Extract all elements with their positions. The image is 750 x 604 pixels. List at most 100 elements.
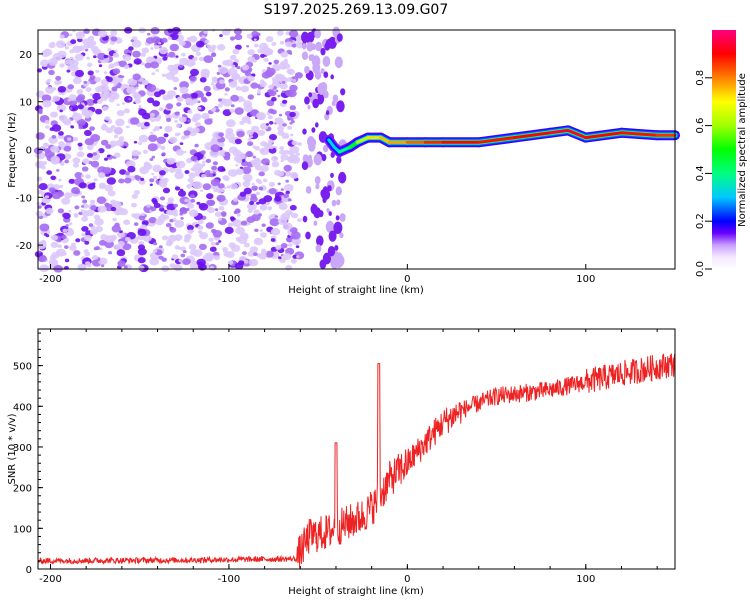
- spectrogram-noise-blob: [230, 183, 238, 190]
- spectrogram-noise-blob: [290, 258, 297, 264]
- spectrogram-noise-blob: [319, 259, 327, 270]
- spectrogram-noise-blob: [42, 100, 52, 108]
- spectrogram-noise-blob: [64, 258, 70, 263]
- spectrogram-noise-blob: [268, 121, 274, 125]
- spectrogram-noise-blob: [69, 56, 74, 61]
- spectrogram-noise-blob: [67, 227, 73, 232]
- spectrogram-noise-blob: [175, 149, 185, 156]
- spectrogram-noise-blob: [75, 96, 84, 103]
- spectrogram-noise-blob: [259, 81, 267, 88]
- spectrogram-noise-blob: [287, 243, 293, 247]
- spectrogram-noise-blob: [48, 58, 58, 66]
- spectrogram-noise-blob: [203, 85, 211, 92]
- spectrogram-noise-blob: [251, 182, 255, 186]
- spectrogram-noise-blob: [297, 218, 302, 223]
- spectrogram-noise-blob: [313, 220, 318, 226]
- spectrogram-noise-blob: [167, 36, 172, 40]
- spectrogram-noise-blob: [223, 155, 231, 161]
- spectrogram-noise-blob: [274, 195, 282, 202]
- spectrogram-noise-blob: [253, 38, 257, 41]
- spectrogram-noise-blob: [149, 158, 154, 161]
- spectrogram-noise-blob: [326, 57, 330, 63]
- spectrogram-noise-blob: [195, 122, 201, 127]
- spectrogram-noise-blob: [179, 86, 189, 94]
- spectrogram-noise-blob: [174, 171, 184, 180]
- spectrogram-noise-blob: [99, 91, 108, 99]
- spectrogram-noise-blob: [289, 105, 296, 111]
- spectrogram-noise-blob: [218, 132, 225, 137]
- spectrogram-noise-blob: [191, 92, 198, 99]
- spectrogram-noise-blob: [238, 260, 245, 266]
- spectrogram-noise-blob: [287, 198, 292, 202]
- spectrogram-noise-blob: [70, 39, 77, 45]
- spectrogram-noise-blob: [197, 219, 204, 225]
- spectrogram-noise-blob: [174, 119, 178, 123]
- spectrogram-noise-blob: [247, 75, 255, 82]
- spectrogram-noise-blob: [48, 187, 56, 193]
- spectrogram-noise-blob: [233, 155, 241, 162]
- spectrogram-noise-blob: [271, 161, 280, 168]
- spectrogram-noise-blob: [191, 230, 195, 233]
- spectrogram-noise-blob: [251, 34, 260, 42]
- spectrogram-noise-blob: [259, 204, 268, 211]
- spectrogram-noise-blob: [295, 152, 300, 156]
- spectrogram-noise-blob: [321, 154, 327, 162]
- spectrogram-noise-blob: [100, 124, 109, 131]
- spectrogram-noise-blob: [112, 68, 121, 75]
- spectrogram-noise-blob: [188, 243, 197, 251]
- spectrogram-noise-blob: [304, 66, 310, 74]
- spectrogram-ridge-segment: [512, 131, 552, 140]
- spectrogram-noise-blob: [285, 41, 293, 48]
- spectrogram-noise-blob: [41, 50, 50, 58]
- spectrogram-noise-blob: [134, 98, 142, 104]
- spectrogram-noise-blob: [111, 86, 118, 92]
- spectrogram-noise-blob: [285, 264, 293, 271]
- spectrogram-noise-blob: [131, 202, 137, 208]
- spectrogram-noise-blob: [268, 181, 275, 187]
- spectrogram-y-ticks: -20 -10 0 10 20: [16, 50, 43, 252]
- spectrogram-noise-blob: [174, 186, 181, 191]
- spectrogram-noise-blob: [325, 110, 330, 116]
- spectrogram-noise-blob: [276, 30, 284, 36]
- spectrogram-noise-blob: [193, 162, 204, 171]
- spectrogram-noise-blob: [270, 238, 276, 242]
- spectrogram-noise-blob: [74, 53, 84, 61]
- spectrogram-noise-blob: [138, 104, 142, 108]
- spectrogram-noise-blob: [103, 71, 108, 75]
- spectrogram-noise-blob: [249, 135, 254, 139]
- spectrogram-noise-blob: [242, 166, 252, 175]
- spectrogram-noise-blob: [289, 52, 293, 55]
- spectrogram-noise-blob: [42, 161, 47, 166]
- spectrogram-noise-blob: [57, 50, 67, 58]
- spectrogram-noise-blob: [189, 194, 195, 199]
- spectrogram-noise-blob: [83, 80, 88, 84]
- spectrogram-noise-blob: [189, 262, 199, 270]
- spectrogram-noise-blob: [247, 152, 254, 157]
- spectrogram-noise-blob: [107, 48, 112, 52]
- spectrogram-noise-blob: [87, 144, 94, 151]
- spectrogram-noise-blob: [294, 72, 303, 79]
- snr-x-tick-label: 0: [404, 574, 410, 585]
- spectrogram-noise-blob: [280, 65, 286, 70]
- spectrogram-ridge-segment: [620, 131, 659, 137]
- spectrogram-noise-blob: [171, 254, 179, 260]
- spectrogram-noise-blob: [122, 102, 126, 105]
- spectrogram-noise-blob: [97, 205, 107, 213]
- spectrogram-noise-blob: [258, 198, 267, 205]
- spectrogram-noise-blob: [226, 185, 231, 189]
- spectrogram-noise-blob: [289, 111, 296, 118]
- spectrogram-noise-blob: [132, 50, 141, 58]
- snr-series-line: [37, 353, 676, 569]
- spectrogram-noise-blob: [95, 69, 100, 73]
- spectrogram-noise-blob: [327, 246, 336, 257]
- spectrogram-noise-blob: [307, 105, 311, 110]
- spectrogram-noise-blob: [158, 46, 169, 55]
- spectrogram-noise-blob: [178, 64, 183, 69]
- spectrogram-noise-blob: [77, 142, 83, 147]
- spectrogram-noise-blob: [281, 99, 288, 104]
- spectrogram-noise-blob: [64, 159, 69, 164]
- spectrogram-noise-blob: [205, 158, 212, 163]
- spectrogram-noise-blob: [236, 130, 245, 138]
- spectrogram-noise-blob: [234, 107, 244, 115]
- spectrogram-noise-blob: [254, 228, 259, 232]
